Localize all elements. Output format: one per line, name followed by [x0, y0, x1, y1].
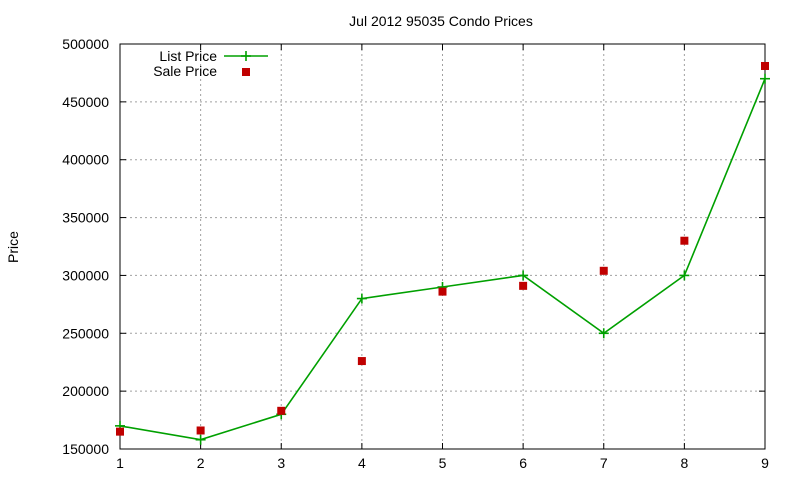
sale-price-point: [599, 266, 608, 275]
chart-title: Jul 2012 95035 Condo Prices: [349, 13, 533, 29]
sale-price-point: [761, 61, 769, 70]
x-tick-label: 6: [519, 455, 527, 471]
sale-price-point: [519, 281, 528, 290]
y-tick-label: 450000: [62, 94, 109, 110]
x-tick-label: 9: [761, 455, 769, 471]
y-tick-label: 400000: [62, 152, 109, 168]
legend-marker-list-price: [241, 51, 251, 61]
y-tick-label: 250000: [62, 325, 109, 341]
y-tick-label: 350000: [62, 210, 109, 226]
x-tick-label: 7: [600, 455, 608, 471]
legend-label-list-price: List Price: [159, 48, 217, 64]
sale-price-point: [196, 426, 205, 435]
list-price-point: [760, 73, 770, 84]
x-tick-label: 3: [277, 455, 285, 471]
legend-marker-sale-price: [242, 68, 250, 76]
legend-label-sale-price: Sale Price: [153, 63, 217, 79]
list-price-point: [195, 434, 206, 445]
x-tick-label: 5: [439, 455, 447, 471]
x-tick-label: 1: [116, 455, 124, 471]
y-tick-label: 200000: [62, 383, 109, 399]
x-tick-label: 8: [680, 455, 688, 471]
series-layer: [115, 61, 770, 445]
grid: [120, 44, 765, 449]
plot-frame: [119, 43, 766, 450]
x-tick-label: 2: [197, 455, 205, 471]
list-price-point: [598, 328, 609, 339]
list-price-point: [356, 293, 367, 304]
legend: List Price Sale Price: [153, 48, 268, 79]
axis-ticks: 1500002000002500003000003500004000004500…: [62, 36, 769, 471]
list-price-point: [679, 270, 690, 281]
sale-price-point: [680, 236, 689, 245]
x-tick-label: 4: [358, 455, 366, 471]
sale-price-point: [277, 406, 286, 415]
y-tick-label: 500000: [62, 36, 109, 52]
sale-price-point: [116, 427, 124, 436]
y-tick-label: 300000: [62, 267, 109, 283]
list-price-point: [518, 270, 529, 281]
sale-price-point: [438, 287, 447, 296]
y-axis-label: Price: [5, 231, 21, 263]
y-tick-label: 150000: [62, 441, 109, 457]
sale-price-point: [357, 357, 366, 366]
